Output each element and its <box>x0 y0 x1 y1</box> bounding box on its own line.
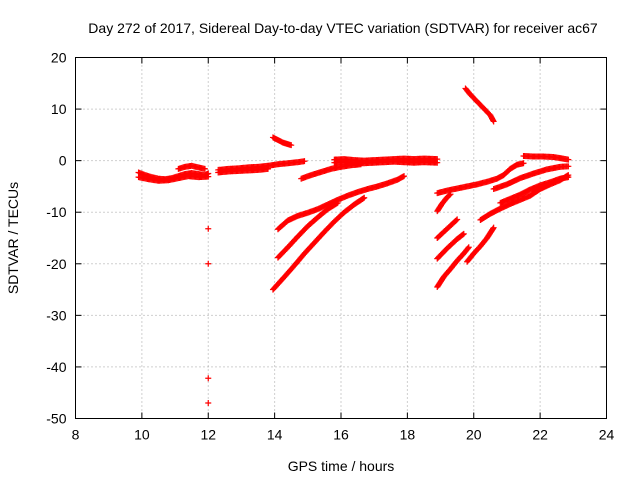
data-point <box>520 160 527 167</box>
y-tick-label: -30 <box>46 307 66 323</box>
data-point <box>565 172 572 179</box>
data-point <box>205 173 212 180</box>
series-high-arc <box>462 85 497 125</box>
grid <box>75 57 607 419</box>
series-base-band-1c <box>175 162 208 172</box>
data-point <box>434 159 441 166</box>
series-late-arc-b <box>434 216 461 241</box>
data-point <box>446 191 453 198</box>
data-point <box>264 165 271 172</box>
data-point <box>465 244 472 251</box>
data-point <box>401 173 408 180</box>
x-tick-label: 12 <box>200 427 216 443</box>
series-late-band-1 <box>434 160 527 197</box>
data-point <box>205 375 212 382</box>
series-arc-4 <box>269 194 368 293</box>
x-axis-label: GPS time / hours <box>288 458 395 474</box>
x-tick-label: 10 <box>134 427 150 443</box>
x-tick-label: 16 <box>333 427 349 443</box>
data-point <box>460 230 467 237</box>
data-point <box>205 260 212 267</box>
data-point <box>333 200 340 207</box>
data-points <box>135 85 572 407</box>
series-late-arc-a <box>434 191 454 215</box>
data-point <box>205 400 212 407</box>
data-point <box>565 156 572 163</box>
y-tick-label: -20 <box>46 256 66 272</box>
data-point <box>360 195 367 202</box>
data-point <box>465 245 472 252</box>
data-point <box>490 225 497 232</box>
x-tick-label: 20 <box>466 427 482 443</box>
data-point <box>201 165 208 172</box>
series-late-band-2 <box>520 153 572 163</box>
series-late-arc-d <box>434 244 472 290</box>
data-point <box>490 118 497 125</box>
data-point <box>459 231 466 238</box>
data-point <box>447 191 454 198</box>
x-tick-label: 14 <box>267 427 283 443</box>
axis-ticks: 8 10 12 14 16 18 20 22 24 -50 -40 -30 -20 -10 0 10 20 <box>46 50 614 443</box>
x-tick-label: 24 <box>599 427 615 443</box>
data-point <box>453 217 460 224</box>
data-point <box>334 199 341 206</box>
data-point <box>288 142 295 149</box>
y-tick-label: -50 <box>46 411 66 427</box>
series-outliers-12h <box>205 225 212 407</box>
data-point <box>565 163 572 170</box>
y-tick-label: -10 <box>46 204 66 220</box>
y-axis-label: SDTVAR / TECUs <box>5 182 21 294</box>
series-late-arc-c <box>434 230 467 262</box>
data-point <box>301 158 308 165</box>
y-tick-label: 20 <box>51 50 67 66</box>
data-point <box>361 194 368 201</box>
x-tick-label: 22 <box>532 427 548 443</box>
series-base-band-2b <box>215 165 271 176</box>
data-point <box>454 216 461 223</box>
series-short-bump <box>269 134 295 149</box>
y-tick-label: 10 <box>51 101 67 117</box>
y-tick-label: 0 <box>59 153 67 169</box>
series-base-band-1b <box>135 173 212 184</box>
x-tick-label: 18 <box>400 427 416 443</box>
series-late-band-3b <box>477 172 572 223</box>
data-point <box>490 224 497 231</box>
series-late-arc-e <box>464 224 497 265</box>
y-tick-label: -40 <box>46 359 66 375</box>
series-arc-3 <box>274 199 341 261</box>
data-point <box>205 225 212 232</box>
x-tick-label: 8 <box>72 427 80 443</box>
chart-title: Day 272 of 2017, Sidereal Day-to-day VTE… <box>88 20 598 36</box>
series-arc-1 <box>298 161 364 182</box>
series-late-band-3c <box>490 163 572 193</box>
data-point <box>357 161 364 168</box>
